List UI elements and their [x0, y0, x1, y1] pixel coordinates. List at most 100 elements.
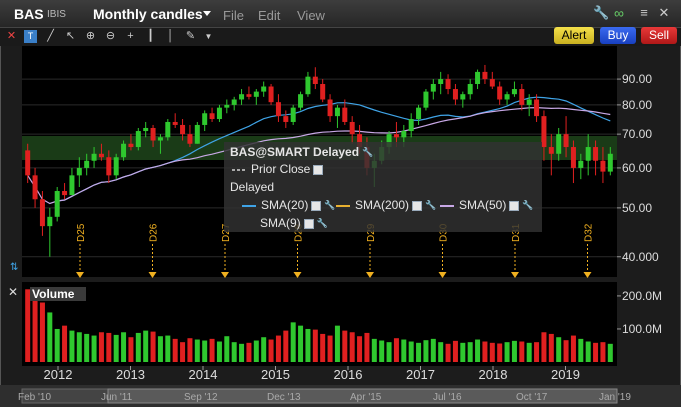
buy-button[interactable]: Buy [600, 27, 636, 44]
candle-body [305, 76, 311, 95]
legend-title-text: BAS@SMART Delayed [230, 145, 360, 159]
sma20-checkbox[interactable] [311, 200, 322, 211]
x-year-label: 2017 [406, 367, 435, 382]
volume-bar [548, 333, 554, 362]
menu-edit[interactable]: Edit [258, 8, 281, 23]
prior-close-label: Prior Close [251, 162, 311, 176]
volume-bar [438, 342, 444, 362]
candle-body [113, 157, 119, 176]
symbol-label[interactable]: BAS [14, 6, 44, 22]
close-volume-panel-icon[interactable]: ✕ [8, 285, 19, 299]
volume-bar [334, 325, 340, 362]
volume-bar [98, 332, 104, 362]
x-year-label: 2014 [189, 367, 218, 382]
drawing-tools-icon[interactable]: ✎ [185, 30, 196, 42]
bar-width-icon[interactable]: ┃ [147, 30, 154, 42]
volume-bar [593, 342, 599, 362]
volume-tick-label: 200.0M [622, 289, 662, 303]
sma20-edit-icon[interactable]: 🔧 [324, 200, 336, 211]
candle-body [452, 89, 458, 100]
scroll-date-label: Dec '13 [267, 392, 301, 403]
link-icon[interactable]: ∞ [614, 5, 624, 21]
candle-body [401, 131, 407, 138]
sma200-checkbox[interactable] [412, 200, 423, 211]
candle-body [135, 131, 141, 148]
bar-narrow-icon[interactable]: │ [167, 30, 174, 42]
candle-body [47, 216, 53, 227]
exchange-label: IBIS [47, 9, 66, 20]
trend-line-icon[interactable]: ╱ [47, 30, 54, 42]
volume-bar [165, 335, 171, 362]
dropdown-icon[interactable]: ▼ [204, 32, 213, 41]
scroll-date-label: Jan '19 [599, 392, 631, 403]
close-window-icon[interactable]: ✕ [658, 5, 670, 20]
zoom-in-icon[interactable]: ⊕ [85, 30, 96, 42]
candle-body [32, 175, 38, 200]
dividend-marker-label: D30 [439, 223, 450, 242]
sma50-edit-icon[interactable]: 🔧 [522, 200, 534, 211]
volume-bar [482, 341, 488, 362]
period-selector[interactable]: Monthly candles [93, 6, 203, 22]
window-menu-icon[interactable]: ≡ [640, 5, 648, 20]
volume-bar [541, 332, 547, 362]
menu-file[interactable]: File [223, 8, 244, 23]
volume-bar [69, 330, 75, 362]
candle-body [593, 147, 599, 161]
volume-bar [47, 312, 53, 362]
volume-bar [386, 342, 392, 362]
text-tool-icon[interactable]: T [24, 30, 37, 43]
volume-bar [231, 342, 237, 362]
dividend-marker-label: D29 [366, 223, 377, 242]
sell-button[interactable]: Sell [641, 27, 677, 44]
sma9-edit-icon[interactable]: 🔧 [316, 218, 328, 229]
volume-bar [357, 336, 363, 362]
volume-bar [497, 343, 503, 362]
sma200-edit-icon[interactable]: 🔧 [425, 200, 437, 211]
volume-bar [489, 342, 495, 362]
dividend-marker-label: D32 [584, 223, 595, 242]
volume-bar [187, 338, 193, 362]
candle-body [209, 113, 215, 120]
volume-bar [157, 336, 163, 362]
scroll-date-label: Apr '15 [350, 392, 382, 403]
sma9-label: SMA(9) [260, 216, 301, 230]
dividend-marker-label: D25 [76, 223, 87, 242]
menu-view[interactable]: View [297, 8, 325, 23]
close-icon[interactable]: ✕ [6, 30, 17, 42]
zoom-out-icon[interactable]: ⊖ [105, 30, 116, 42]
volume-bar [445, 343, 451, 362]
candle-body [416, 107, 422, 120]
scale-arrow-icon[interactable]: ⇅ [10, 262, 19, 273]
prior-close-checkbox[interactable] [313, 164, 324, 175]
volume-bar [268, 339, 274, 362]
candle-body [246, 94, 252, 97]
sma50-row: SMA(50) 🔧 [440, 198, 534, 212]
candle-body [541, 116, 547, 148]
volume-bar [275, 335, 281, 362]
scroll-date-label: Feb '10 [18, 392, 51, 403]
crosshair-icon[interactable]: + [127, 30, 134, 42]
volume-bar [261, 337, 267, 362]
volume-bar [224, 336, 230, 362]
candle-body [600, 160, 606, 172]
scroll-thumb [107, 388, 618, 404]
volume-bar [570, 335, 576, 362]
sma9-checkbox[interactable] [303, 218, 314, 229]
legend-edit-icon[interactable]: 🔧 [362, 147, 374, 158]
volume-bar [585, 341, 591, 362]
sma50-checkbox[interactable] [509, 200, 520, 211]
dividend-marker-label: D31 [511, 223, 522, 242]
cursor-icon[interactable]: ↖ [65, 30, 76, 42]
x-year-label: 2019 [551, 367, 580, 382]
volume-bar [607, 343, 613, 362]
alert-button[interactable]: Alert [554, 27, 594, 44]
candle-body [157, 137, 163, 141]
volume-bar [342, 330, 348, 362]
dividend-marker-label: D27 [221, 223, 232, 242]
candle-body [283, 116, 289, 122]
wrench-icon[interactable]: 🔧 [593, 5, 610, 20]
candle-body [548, 147, 554, 154]
period-dropdown-icon[interactable] [203, 11, 211, 16]
candle-body [430, 84, 436, 92]
candle-body [202, 113, 208, 125]
